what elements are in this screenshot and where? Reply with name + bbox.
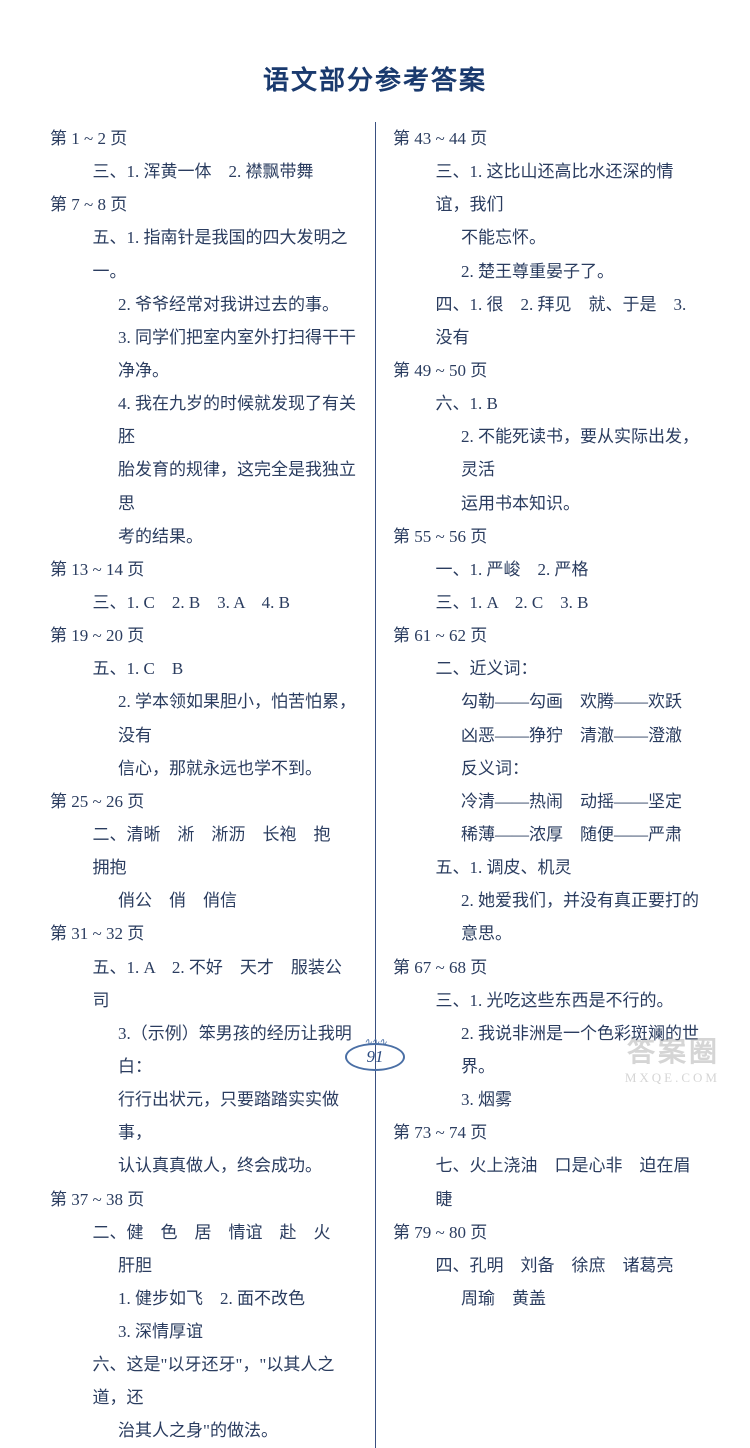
page-range-heading: 第 79 ~ 80 页 [393,1216,700,1249]
answer-line: 三、1. C 2. B 3. A 4. B [50,586,357,619]
answer-line: 3. 烟雾 [393,1083,700,1116]
answer-line: 1. 健步如飞 2. 面不改色 [50,1282,357,1315]
answer-continuation: 考的结果。 [50,520,357,553]
page-range-heading: 第 55 ~ 56 页 [393,520,700,553]
answer-line: 六、1. B [393,387,700,420]
answer-line: 2. 爷爷经常对我讲过去的事。 [50,288,357,321]
page-range-heading: 第 67 ~ 68 页 [393,951,700,984]
answer-line: 凶恶——狰狞 清澈——澄澈 [393,719,700,752]
answer-continuation: 信心，那就永远也学不到。 [50,752,357,785]
answer-line: 五、1. 指南针是我国的四大发明之一。 [50,221,357,287]
answer-continuation: 不能忘怀。 [393,221,700,254]
right-column: 第 43 ~ 44 页三、1. 这比山还高比水还深的情谊，我们不能忘怀。2. 楚… [375,122,700,1448]
answer-line: 六、这是"以牙还牙"，"以其人之道，还 [50,1348,357,1414]
answer-line: 三、1. 这比山还高比水还深的情谊，我们 [393,155,700,221]
left-column: 第 1 ~ 2 页三、1. 浑黄一体 2. 襟飘带舞第 7 ~ 8 页五、1. … [50,122,375,1448]
page-range-heading: 第 73 ~ 74 页 [393,1116,700,1149]
answer-line: 肝胆 [50,1249,357,1282]
answer-line: 四、孔明 刘备 徐庶 诸葛亮 [393,1249,700,1282]
page-range-heading: 第 19 ~ 20 页 [50,619,357,652]
answer-continuation: 意思。 [393,917,700,950]
answer-line: 二、近义词： [393,652,700,685]
page-title: 语文部分参考答案 [50,60,700,97]
answer-line: 治其人之身"的做法。 [50,1414,357,1447]
watermark: 答案圈 MXQE.COM [625,1030,720,1086]
column-divider [375,122,376,1448]
answer-line: 2. 楚王尊重晏子了。 [393,255,700,288]
page-range-heading: 第 25 ~ 26 页 [50,785,357,818]
answer-continuation: 净净。 [50,354,357,387]
page-range-heading: 第 13 ~ 14 页 [50,553,357,586]
answer-continuation: 行行出状元，只要踏踏实实做事， [50,1083,357,1149]
watermark-sub: MXQE.COM [625,1070,720,1086]
answer-line: 3.（示例）笨男孩的经历让我明白： [50,1017,357,1083]
answer-line: 三、1. 光吃这些东西是不行的。 [393,984,700,1017]
answer-line: 二、健 色 居 情谊 赴 火 [50,1216,357,1249]
answer-line: 七、火上浇油 口是心非 迫在眉睫 [393,1149,700,1215]
page-range-heading: 第 1 ~ 2 页 [50,122,357,155]
answer-line: 冷清——热闹 动摇——坚定 [393,785,700,818]
answer-line: 三、1. 浑黄一体 2. 襟飘带舞 [50,155,357,188]
page-number-ornament: ∿∿∿ 91 [345,1043,405,1071]
answer-line: 3. 深情厚谊 [50,1315,357,1348]
answer-line: 周瑜 黄盖 [393,1282,700,1315]
page-range-heading: 第 61 ~ 62 页 [393,619,700,652]
page-number: 91 [367,1047,384,1067]
answer-line: 三、1. A 2. C 3. B [393,586,700,619]
page-range-heading: 第 7 ~ 8 页 [50,188,357,221]
answer-line: 4. 我在九岁的时候就发现了有关胚 [50,387,357,453]
answer-line: 3. 同学们把室内室外打扫得干干 [50,321,357,354]
answer-line: 2. 学本领如果胆小，怕苦怕累，没有 [50,685,357,751]
answer-line: 四、1. 很 2. 拜见 就、于是 3. 没有 [393,288,700,354]
answer-line: 俏公 俏 俏信 [50,884,357,917]
answer-line: 五、1. A 2. 不好 天才 服装公司 [50,951,357,1017]
answer-continuation: 运用书本知识。 [393,487,700,520]
answer-line: 2. 不能死读书，要从实际出发，灵活 [393,420,700,486]
answer-line: 一、1. 严峻 2. 严格 [393,553,700,586]
answer-continuation: 认认真真做人，终会成功。 [50,1149,357,1182]
answer-line: 二、清晰 淅 淅沥 长袍 抱 拥抱 [50,818,357,884]
content-columns: 第 1 ~ 2 页三、1. 浑黄一体 2. 襟飘带舞第 7 ~ 8 页五、1. … [50,122,700,1448]
answer-line: 2. 她爱我们，并没有真正要打的 [393,884,700,917]
page-range-heading: 第 43 ~ 44 页 [393,122,700,155]
page-range-heading: 第 31 ~ 32 页 [50,917,357,950]
page-range-heading: 第 49 ~ 50 页 [393,354,700,387]
page-range-heading: 第 37 ~ 38 页 [50,1183,357,1216]
answer-line: 反义词： [393,752,700,785]
answer-line: 稀薄——浓厚 随便——严肃 [393,818,700,851]
answer-line: 五、1. 调皮、机灵 [393,851,700,884]
ornament-decoration: ∿∿∿ [364,1037,386,1048]
answer-continuation: 胎发育的规律，这完全是我独立思 [50,453,357,519]
answer-line: 五、1. C B [50,652,357,685]
watermark-main: 答案圈 [625,1030,720,1070]
answer-line: 勾勒——勾画 欢腾——欢跃 [393,685,700,718]
